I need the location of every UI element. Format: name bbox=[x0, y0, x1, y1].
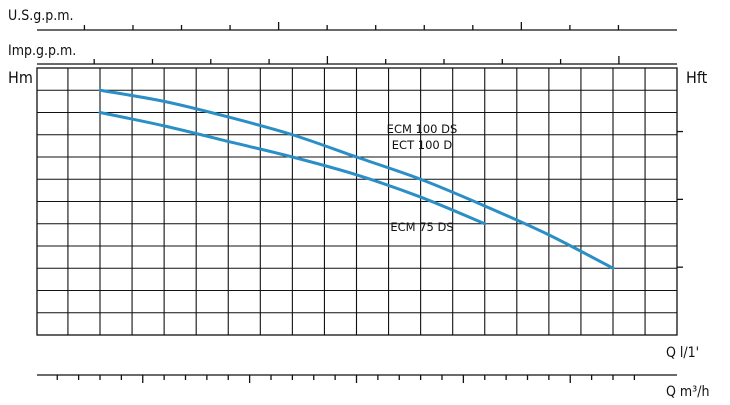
curve-label-ecm-100-ds: ECM 100 DS bbox=[387, 122, 458, 136]
x-axis-label: Q l/1' bbox=[666, 345, 699, 361]
curve-ecm-100-ds bbox=[98, 88, 615, 270]
curve-ecm-75-ds bbox=[98, 111, 487, 226]
us-gpm-axis-label: U.S.g.p.m. bbox=[8, 8, 73, 24]
bottom-axis-label: Q m³/h bbox=[666, 384, 709, 400]
curve-label-ect-100-d: ECT 100 D bbox=[392, 138, 453, 152]
y-axis-right-label: Hft bbox=[686, 68, 708, 87]
plot-frame bbox=[36, 67, 678, 336]
y-axis-left-label: Hm bbox=[8, 68, 33, 87]
curve-label-ecm-75-ds: ECM 75 DS bbox=[390, 220, 453, 234]
imp-gpm-axis-label: Imp.g.p.m. bbox=[8, 43, 76, 59]
